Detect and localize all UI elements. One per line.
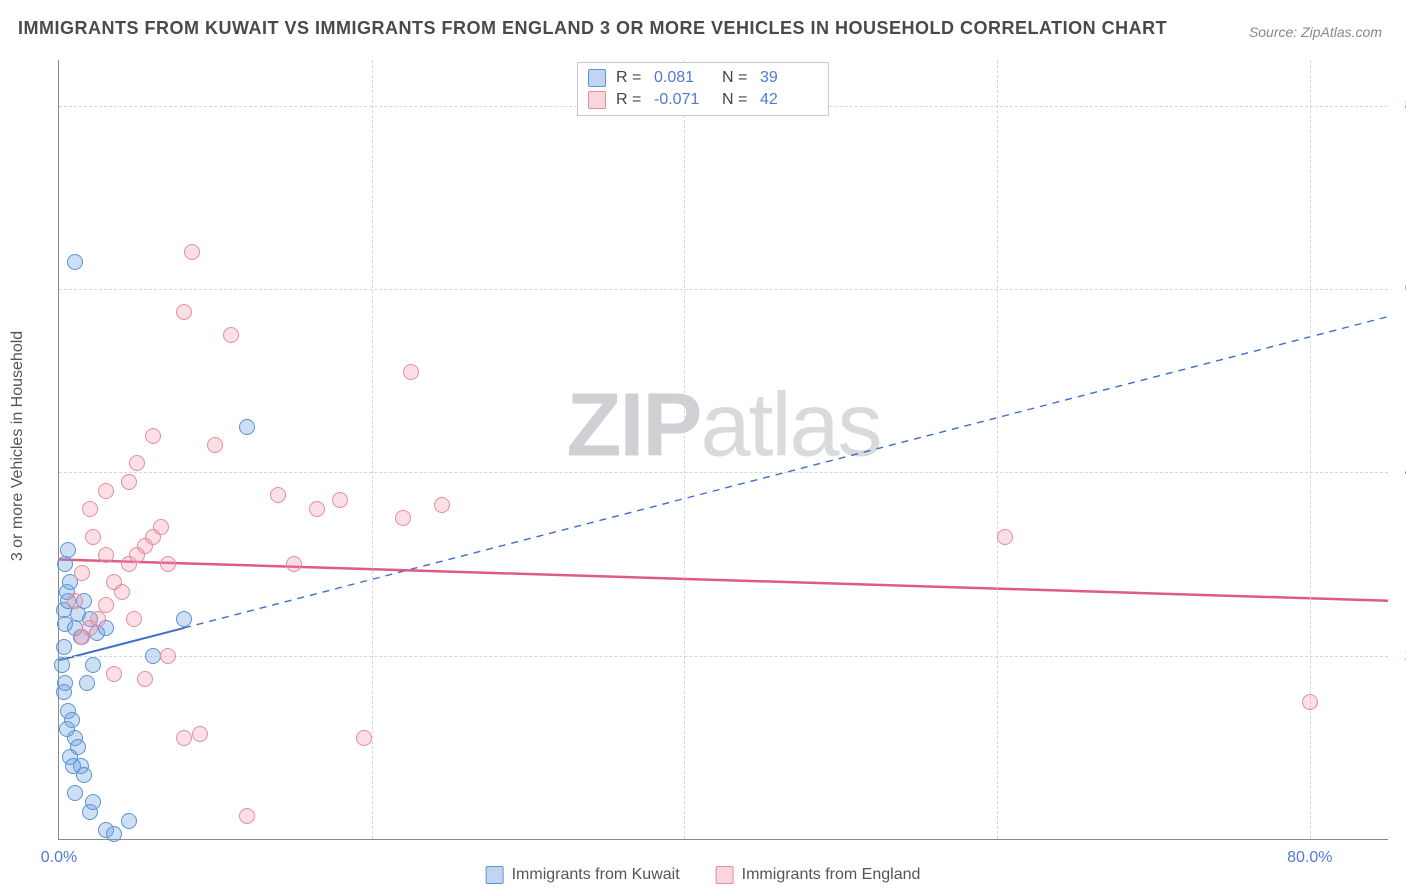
data-point <box>192 726 208 742</box>
data-point <box>126 611 142 627</box>
gridline-h <box>59 472 1388 473</box>
data-point <box>56 639 72 655</box>
data-point <box>145 428 161 444</box>
data-point <box>85 529 101 545</box>
data-point <box>74 565 90 581</box>
swatch-england-icon <box>588 91 606 109</box>
data-point <box>207 437 223 453</box>
swatch-england-icon <box>716 866 734 884</box>
n-value-kuwait: 39 <box>760 69 818 87</box>
gridline-h <box>59 289 1388 290</box>
xtick-label: 80.0% <box>1287 849 1332 867</box>
watermark: ZIPatlas <box>566 375 880 478</box>
legend-row-kuwait: R = 0.081 N = 39 <box>588 67 818 89</box>
ytick-label: 60.0% <box>1394 280 1406 298</box>
xtick-label: 0.0% <box>41 849 77 867</box>
data-point <box>57 675 73 691</box>
y-axis-label: 3 or more Vehicles in Household <box>9 331 27 561</box>
source-attribution: Source: ZipAtlas.com <box>1249 24 1382 40</box>
legend-label: Immigrants from England <box>742 866 921 884</box>
gridline-h <box>59 656 1388 657</box>
data-point <box>85 794 101 810</box>
gridline-v <box>372 60 373 839</box>
r-label: R = <box>616 69 644 87</box>
data-point <box>85 657 101 673</box>
data-point <box>57 556 73 572</box>
ytick-label: 40.0% <box>1394 463 1406 481</box>
legend-label: Immigrants from Kuwait <box>512 866 680 884</box>
chart-title: IMMIGRANTS FROM KUWAIT VS IMMIGRANTS FRO… <box>18 18 1167 39</box>
data-point <box>67 785 83 801</box>
data-point <box>145 648 161 664</box>
r-label: R = <box>616 91 644 109</box>
r-value-kuwait: 0.081 <box>654 69 712 87</box>
data-point <box>160 556 176 572</box>
data-point <box>67 593 83 609</box>
data-point <box>106 826 122 842</box>
data-point <box>356 730 372 746</box>
data-point <box>286 556 302 572</box>
data-point <box>184 244 200 260</box>
data-point <box>270 487 286 503</box>
legend-row-england: R = -0.071 N = 42 <box>588 89 818 111</box>
data-point <box>98 597 114 613</box>
trend-lines <box>59 60 1388 839</box>
n-value-england: 42 <box>760 91 818 109</box>
data-point <box>309 501 325 517</box>
data-point <box>98 547 114 563</box>
gridline-v <box>684 60 685 839</box>
data-point <box>223 327 239 343</box>
data-point <box>1302 694 1318 710</box>
data-point <box>395 510 411 526</box>
r-value-england: -0.071 <box>654 91 712 109</box>
gridline-v <box>997 60 998 839</box>
swatch-kuwait-icon <box>588 69 606 87</box>
data-point <box>121 813 137 829</box>
data-point <box>239 419 255 435</box>
data-point <box>82 501 98 517</box>
data-point <box>160 648 176 664</box>
watermark-zip: ZIP <box>566 376 700 476</box>
data-point <box>79 675 95 691</box>
gridline-v <box>1310 60 1311 839</box>
data-point <box>129 455 145 471</box>
data-point <box>98 483 114 499</box>
data-point <box>60 542 76 558</box>
data-point <box>114 584 130 600</box>
data-point <box>121 474 137 490</box>
correlation-legend: R = 0.081 N = 39 R = -0.071 N = 42 <box>577 62 829 116</box>
data-point <box>153 519 169 535</box>
watermark-atlas: atlas <box>700 376 880 476</box>
data-point <box>332 492 348 508</box>
data-point <box>54 657 70 673</box>
data-point <box>59 721 75 737</box>
n-label: N = <box>722 91 750 109</box>
data-point <box>239 808 255 824</box>
ytick-label: 20.0% <box>1394 647 1406 665</box>
plot-area: ZIPatlas 20.0%40.0%60.0%80.0%0.0%80.0% <box>58 60 1388 840</box>
series-legend: Immigrants from Kuwait Immigrants from E… <box>486 866 921 884</box>
data-point <box>176 730 192 746</box>
legend-item-england: Immigrants from England <box>716 866 921 884</box>
legend-item-kuwait: Immigrants from Kuwait <box>486 866 680 884</box>
n-label: N = <box>722 69 750 87</box>
data-point <box>67 254 83 270</box>
data-point <box>403 364 419 380</box>
swatch-kuwait-icon <box>486 866 504 884</box>
data-point <box>65 758 81 774</box>
data-point <box>137 671 153 687</box>
data-point <box>176 611 192 627</box>
ytick-label: 80.0% <box>1394 97 1406 115</box>
data-point <box>434 497 450 513</box>
data-point <box>176 304 192 320</box>
data-point <box>997 529 1013 545</box>
data-point <box>90 611 106 627</box>
data-point <box>106 666 122 682</box>
